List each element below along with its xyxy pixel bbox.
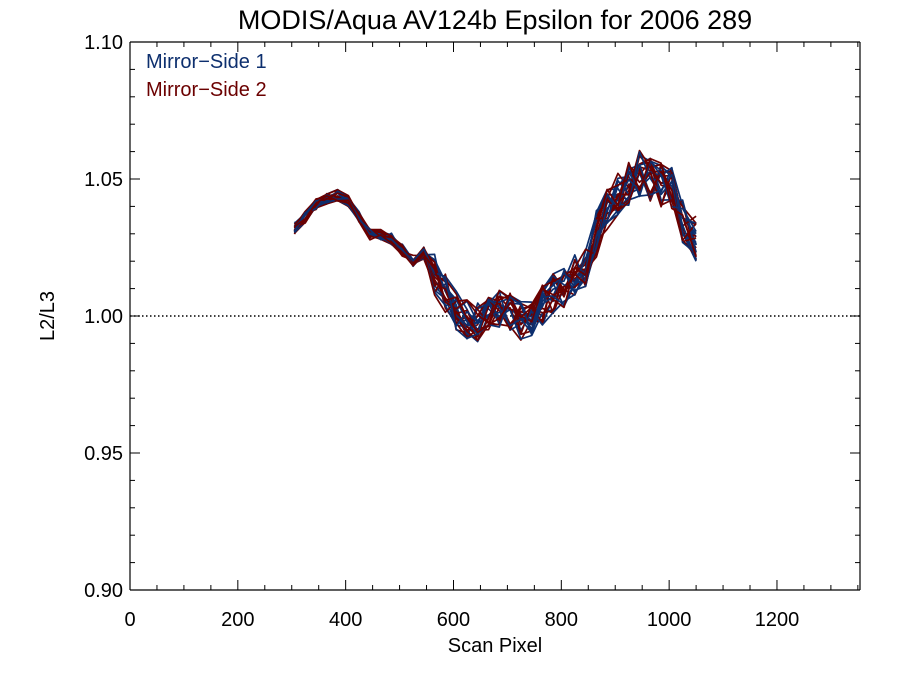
y-tick-label: 1.00 <box>84 306 123 328</box>
legend-entry: Mirror−Side 2 <box>146 79 267 101</box>
y-tick-label: 0.90 <box>84 580 123 602</box>
tick-labels: 0 200 400 600 800 1000 1200 0.90 0.95 1.00 1.05 1.1… <box>84 32 799 631</box>
x-tick-label: 200 <box>221 609 254 631</box>
legend: Mirror−Side 1 Mirror−Side 2 <box>146 51 267 101</box>
x-tick-label: 1000 <box>647 609 692 631</box>
y-tick-label: 1.05 <box>84 169 123 191</box>
series-line <box>293 157 697 334</box>
series-line <box>293 160 697 340</box>
x-tick-label: 600 <box>437 609 470 631</box>
legend-entry: Mirror−Side 1 <box>146 51 267 73</box>
y-tick-label: 0.95 <box>84 443 123 465</box>
x-tick-label: 800 <box>545 609 578 631</box>
x-axis-label: Scan Pixel <box>448 635 543 657</box>
x-tick-label: 1200 <box>755 609 800 631</box>
series-line <box>293 170 697 325</box>
y-axis-label: L2/L3 <box>37 291 59 341</box>
chart-title: MODIS/Aqua AV124b Epsilon for 2006 289 <box>238 5 752 35</box>
x-tick-label: 0 <box>124 609 135 631</box>
x-tick-label: 400 <box>329 609 362 631</box>
series-lines <box>293 149 697 343</box>
y-tick-label: 1.10 <box>84 32 123 54</box>
ticks <box>129 41 860 591</box>
